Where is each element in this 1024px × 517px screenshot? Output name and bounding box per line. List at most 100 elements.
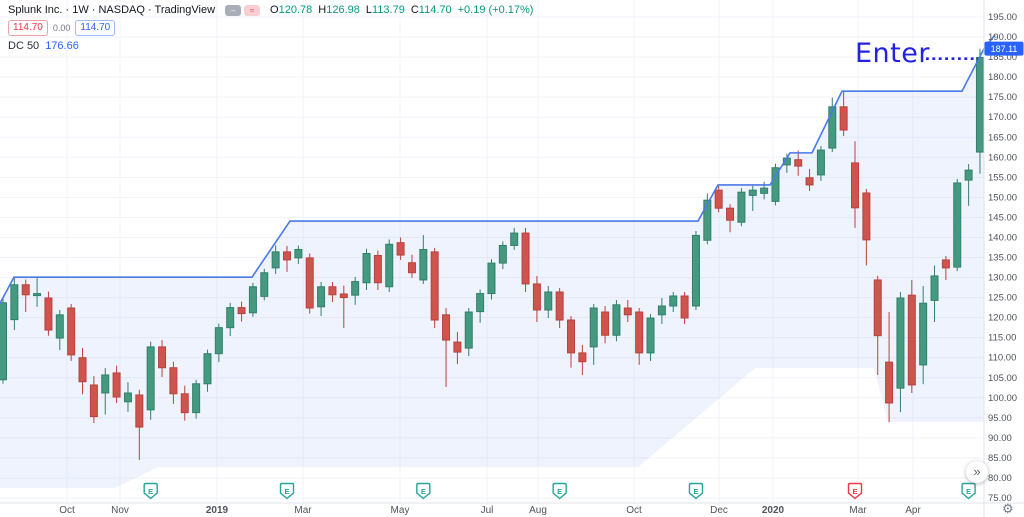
candle (703, 193, 712, 245)
earnings-icon[interactable]: E (143, 482, 158, 500)
candle (941, 255, 950, 280)
candle (873, 275, 882, 375)
candle (67, 303, 76, 361)
candle (396, 237, 405, 260)
earnings-icon[interactable]: E (279, 482, 295, 500)
candle (930, 265, 939, 323)
time-tick-label: 2019 (206, 505, 229, 516)
candle (169, 361, 178, 404)
earnings-icon[interactable]: E (961, 482, 976, 500)
price-tick-label: 160.00 (988, 152, 1017, 163)
price-tick-label: 175.00 (988, 92, 1017, 103)
time-axis[interactable]: Oct Nov 2019 Mar May Jul Aug Oct Dec 2020 Mar Apr (59, 505, 921, 516)
candle (885, 312, 894, 423)
hide-source-icon[interactable]: – (225, 4, 242, 16)
price-tick-label: 90.00 (988, 433, 1012, 444)
candle (101, 368, 110, 415)
time-tick-label: Mar (294, 505, 312, 516)
price-tick-label: 85.00 (988, 453, 1012, 464)
svg-text:E: E (966, 487, 971, 496)
price-tick-label: 145.00 (988, 212, 1017, 223)
candle (112, 365, 121, 404)
candle (0, 297, 7, 384)
candle (601, 306, 610, 344)
candle (237, 301, 246, 322)
price-tick-label: 115.00 (988, 333, 1016, 344)
indicator-legend[interactable]: DC 50 176.66 (8, 40, 79, 52)
price-tick-label: 100.00 (988, 393, 1017, 404)
candle (55, 310, 64, 351)
price-tick-label: 180.00 (988, 72, 1017, 83)
low-value: 113.79 (372, 4, 405, 16)
indicator-value: 176.66 (45, 40, 79, 52)
candle (771, 163, 780, 206)
earnings-icon[interactable]: E (688, 482, 704, 500)
candle (248, 282, 257, 317)
candle (907, 279, 916, 393)
time-tick-label: Dec (710, 505, 728, 516)
time-tick-label: 2020 (762, 505, 785, 516)
candle (555, 287, 564, 329)
candle (123, 382, 132, 412)
candle (964, 164, 973, 206)
settings-gear-icon[interactable]: ⚙ (1002, 501, 1014, 516)
candle (532, 275, 541, 323)
candle (623, 299, 632, 323)
time-tick-label: Nov (111, 505, 129, 516)
candle (294, 245, 303, 264)
price-tick-label: 185.00 (988, 52, 1017, 63)
open-value: 120.78 (278, 4, 313, 16)
time-tick-label: Apr (905, 505, 921, 516)
time-tick-label: May (391, 505, 410, 516)
candle (385, 239, 394, 292)
candle (78, 348, 87, 395)
candle (851, 141, 859, 228)
candle (260, 268, 269, 301)
candle (33, 277, 42, 307)
svg-text:E: E (693, 487, 698, 496)
svg-text:E: E (421, 487, 426, 496)
candle (896, 291, 905, 413)
candle (158, 340, 167, 377)
candle (726, 204, 735, 233)
earnings-icon[interactable]: E (847, 482, 863, 500)
candle (10, 277, 19, 331)
time-tick-label: Mar (849, 505, 867, 516)
price-axis[interactable]: 75.00 80.00 85.00 90.00 95.00 100.00 105.00 110… (988, 12, 1017, 504)
earnings-icon[interactable]: E (552, 482, 567, 500)
price-tick-label: 140.00 (988, 232, 1017, 243)
price-tick-label: 195.00 (988, 12, 1017, 23)
time-tick-label: Oct (626, 505, 642, 516)
candle (919, 285, 928, 385)
candle (44, 291, 53, 336)
symbol-title[interactable]: Splunk Inc. · 1W · NASDAQ · TradingView (8, 4, 216, 16)
candle (419, 235, 428, 284)
candle (135, 389, 144, 460)
flag-symbol-icon[interactable]: ≈ (244, 4, 261, 16)
price-tick-label: 80.00 (988, 473, 1012, 484)
candle (362, 248, 371, 290)
candle (567, 316, 575, 368)
price-tick-label: 130.00 (988, 273, 1017, 284)
change-value: +0.19 (+0.17%) (457, 4, 534, 16)
price-tick-label: 135.00 (988, 253, 1017, 264)
candle (146, 341, 155, 420)
candle (953, 178, 962, 272)
candle (828, 97, 837, 153)
candle (589, 303, 598, 365)
enter-annotation[interactable]: Enter (855, 38, 930, 69)
price-tick-label: 190.00 (988, 32, 1017, 43)
last-price-label: 114.70 (8, 20, 48, 36)
candle (669, 291, 678, 313)
candle (635, 308, 644, 365)
candle (646, 314, 655, 361)
earnings-icon[interactable]: E (416, 482, 431, 500)
spread-label: 0.00 (52, 23, 71, 33)
expand-toolbar-button[interactable]: » (966, 461, 988, 483)
candle (373, 250, 382, 290)
candle (89, 376, 98, 424)
candle (805, 168, 814, 191)
candle (612, 299, 621, 342)
